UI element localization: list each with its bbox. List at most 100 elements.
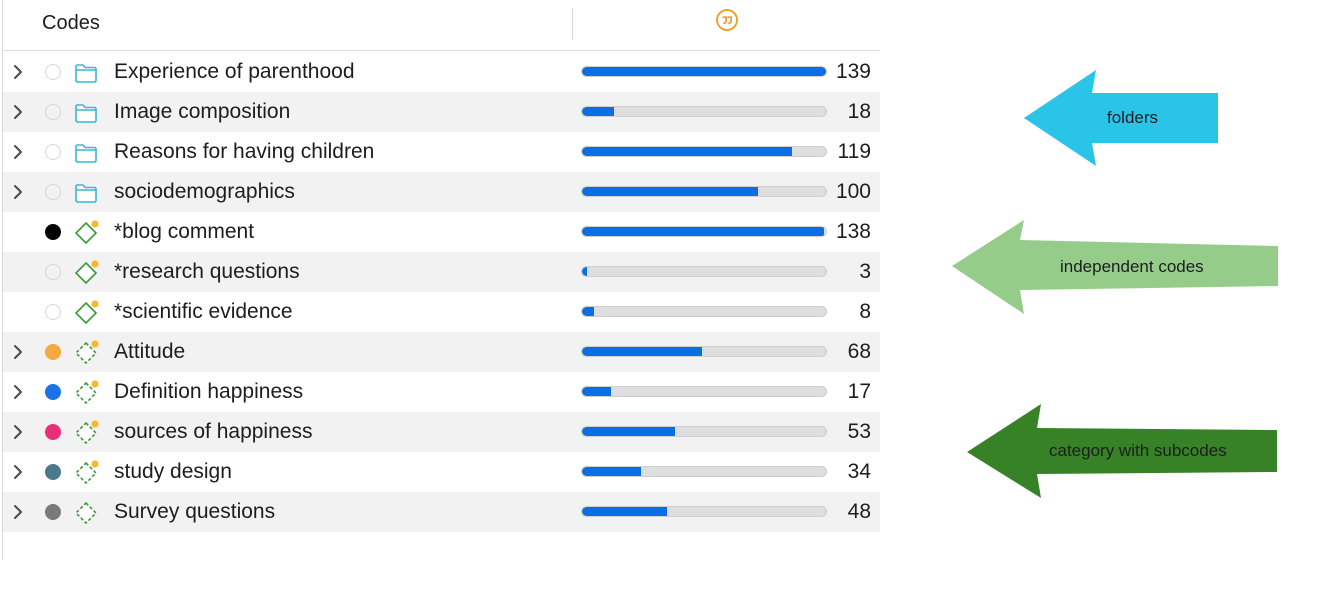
quotation-count: 18 — [847, 100, 871, 123]
code-icon — [73, 220, 99, 246]
codes-panel: Codes Experience of parenthood 139 Image c… — [2, 0, 880, 560]
left-arrow-shape — [952, 220, 1278, 314]
left-arrow-shape — [967, 404, 1277, 498]
frequency-bar — [581, 146, 827, 157]
code-label: Attitude — [114, 340, 186, 363]
code-label: study design — [114, 460, 232, 483]
code-row[interactable]: *scientific evidence 8 — [3, 292, 880, 332]
frequency-bar — [581, 346, 827, 357]
chevron-right-icon[interactable] — [11, 64, 25, 80]
code-row[interactable]: Attitude 68 — [3, 332, 880, 372]
quotation-count: 138 — [835, 220, 871, 243]
chevron-right-icon[interactable] — [11, 424, 25, 440]
color-dot[interactable] — [45, 384, 61, 400]
quotation-count: 100 — [835, 180, 871, 203]
code-row[interactable]: Survey questions 48 — [3, 492, 880, 532]
folder-icon — [73, 180, 99, 206]
color-dot[interactable] — [45, 224, 61, 240]
folders-callout-label: folders — [1107, 108, 1159, 127]
color-dot[interactable] — [45, 184, 61, 200]
category-callout: category with subcodes — [965, 402, 1281, 500]
code-label: Reasons for having children — [114, 140, 375, 163]
codes-header: Codes — [3, 0, 880, 51]
color-dot[interactable] — [45, 304, 61, 320]
code-icon — [73, 300, 99, 326]
frequency-bar-fill — [582, 347, 702, 356]
code-row[interactable]: study design 34 — [3, 452, 880, 492]
quotation-count: 3 — [859, 260, 871, 283]
code-label: *scientific evidence — [114, 300, 293, 323]
column-divider[interactable] — [572, 8, 573, 40]
color-dot[interactable] — [45, 424, 61, 440]
code-label: Definition happiness — [114, 380, 304, 403]
frequency-bar-fill — [582, 267, 587, 276]
independent-codes-callout-label: independent codes — [1060, 257, 1204, 276]
category-code-icon — [73, 380, 99, 406]
chevron-right-icon[interactable] — [11, 384, 25, 400]
category-callout-label: category with subcodes — [1049, 441, 1227, 460]
color-dot[interactable] — [45, 504, 61, 520]
frequency-bar — [581, 106, 827, 117]
quotation-count: 8 — [859, 300, 871, 323]
chevron-right-icon[interactable] — [11, 344, 25, 360]
independent-codes-callout: independent codes — [950, 218, 1282, 316]
frequency-bar — [581, 506, 827, 517]
color-dot[interactable] — [45, 344, 61, 360]
code-row[interactable]: *research questions 3 — [3, 252, 880, 292]
frequency-bar — [581, 186, 827, 197]
quotation-count: 48 — [847, 500, 871, 523]
quotation-count: 53 — [847, 420, 871, 443]
color-dot[interactable] — [45, 144, 61, 160]
frequency-bar-fill — [582, 147, 792, 156]
chevron-right-icon[interactable] — [11, 144, 25, 160]
panel-left-border — [2, 0, 3, 560]
folder-icon — [73, 100, 99, 126]
code-label: *research questions — [114, 260, 300, 283]
frequency-bar-fill — [582, 307, 595, 316]
frequency-bar — [581, 226, 827, 237]
code-row[interactable]: sources of happiness 53 — [3, 412, 880, 452]
frequency-bar-fill — [582, 107, 614, 116]
frequency-bar — [581, 66, 827, 77]
color-dot[interactable] — [45, 104, 61, 120]
frequency-bar-fill — [582, 227, 824, 236]
category-code-icon — [73, 420, 99, 446]
codes-list: Experience of parenthood 139 Image composi… — [3, 52, 880, 532]
code-label: sociodemographics — [114, 180, 295, 203]
category-code-icon — [73, 460, 99, 486]
frequency-bar-fill — [582, 187, 758, 196]
frequency-bar-fill — [582, 467, 641, 476]
chevron-right-icon[interactable] — [11, 464, 25, 480]
frequency-bar-fill — [582, 507, 668, 516]
code-row[interactable]: Image composition 18 — [3, 92, 880, 132]
color-dot[interactable] — [45, 464, 61, 480]
code-row[interactable]: *blog comment 138 — [3, 212, 880, 252]
category-code-icon — [73, 340, 99, 366]
frequency-bar — [581, 306, 827, 317]
code-row[interactable]: sociodemographics 100 — [3, 172, 880, 212]
frequency-bar-fill — [582, 387, 612, 396]
code-label: Survey questions — [114, 500, 276, 523]
chevron-right-icon[interactable] — [11, 184, 25, 200]
chevron-right-icon[interactable] — [11, 504, 25, 520]
quotation-count: 68 — [847, 340, 871, 363]
quotation-count: 17 — [847, 380, 871, 403]
code-row[interactable]: Definition happiness 17 — [3, 372, 880, 412]
chevron-right-icon[interactable] — [11, 104, 25, 120]
folder-icon — [73, 140, 99, 166]
code-label: Experience of parenthood — [114, 60, 355, 83]
code-row[interactable]: Experience of parenthood 139 — [3, 52, 880, 92]
code-icon — [73, 260, 99, 286]
color-dot[interactable] — [45, 264, 61, 280]
frequency-bar — [581, 426, 827, 437]
quotation-count: 119 — [837, 140, 871, 163]
folders-callout: folders — [1022, 68, 1222, 168]
code-label: Image composition — [114, 100, 291, 123]
color-dot[interactable] — [45, 64, 61, 80]
quotation-count-icon[interactable] — [715, 8, 739, 32]
quotation-count: 139 — [835, 60, 871, 83]
code-row[interactable]: Reasons for having children 119 — [3, 132, 880, 172]
codes-column-header[interactable]: Codes — [42, 12, 100, 34]
quotation-count: 34 — [847, 460, 871, 483]
left-arrow-shape — [1024, 70, 1218, 166]
